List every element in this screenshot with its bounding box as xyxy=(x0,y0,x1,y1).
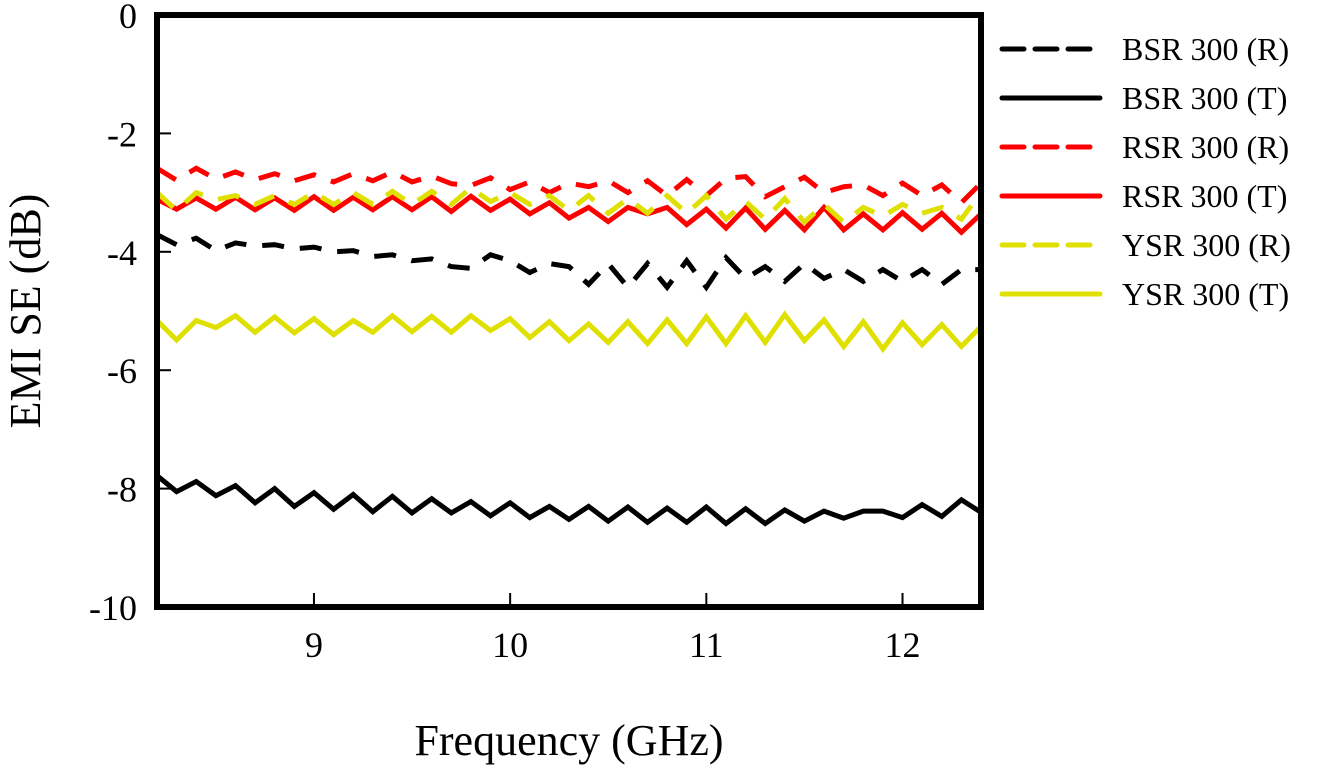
x-tick-label: 11 xyxy=(689,625,724,665)
legend-label: YSR 300 (T) xyxy=(1122,276,1289,312)
series-line-rsr-300-t xyxy=(155,193,983,236)
x-tick-label: 10 xyxy=(492,625,528,665)
series-line-rsr-300-r xyxy=(155,165,983,207)
series-line-bsr-300-t xyxy=(155,473,983,527)
y-tick-label: -10 xyxy=(89,588,137,628)
plot-frame xyxy=(154,12,984,610)
series-layer xyxy=(155,165,984,527)
series-line-bsr-300-r xyxy=(155,232,981,292)
y-tick-label: -2 xyxy=(107,114,137,154)
series-line-ysr-300-r xyxy=(155,184,984,226)
y-tick-label: 0 xyxy=(119,0,137,36)
y-tick-label: -6 xyxy=(107,351,137,391)
x-axis-title: Frequency (GHz) xyxy=(414,716,723,765)
tick-layer: 9 10 11 12 0 -2 -4 -6 -8 -10 xyxy=(89,0,921,665)
legend: BSR 300 (R) BSR 300 (T) RSR 300 (R) RSR 300… xyxy=(999,31,1291,312)
y-tick-label: -8 xyxy=(107,470,137,510)
y-tick-label: -4 xyxy=(107,233,137,273)
x-tick-label: 9 xyxy=(305,625,323,665)
legend-label: RSR 300 (T) xyxy=(1122,178,1287,214)
legend-label: YSR 300 (R) xyxy=(1122,227,1291,263)
series-line-ysr-300-t xyxy=(155,310,983,354)
y-axis-title: EMI SE (dB) xyxy=(1,194,50,429)
legend-label: BSR 300 (T) xyxy=(1122,80,1287,116)
legend-label: BSR 300 (R) xyxy=(1122,31,1289,67)
legend-label: RSR 300 (R) xyxy=(1122,129,1289,165)
x-tick-label: 12 xyxy=(885,625,921,665)
